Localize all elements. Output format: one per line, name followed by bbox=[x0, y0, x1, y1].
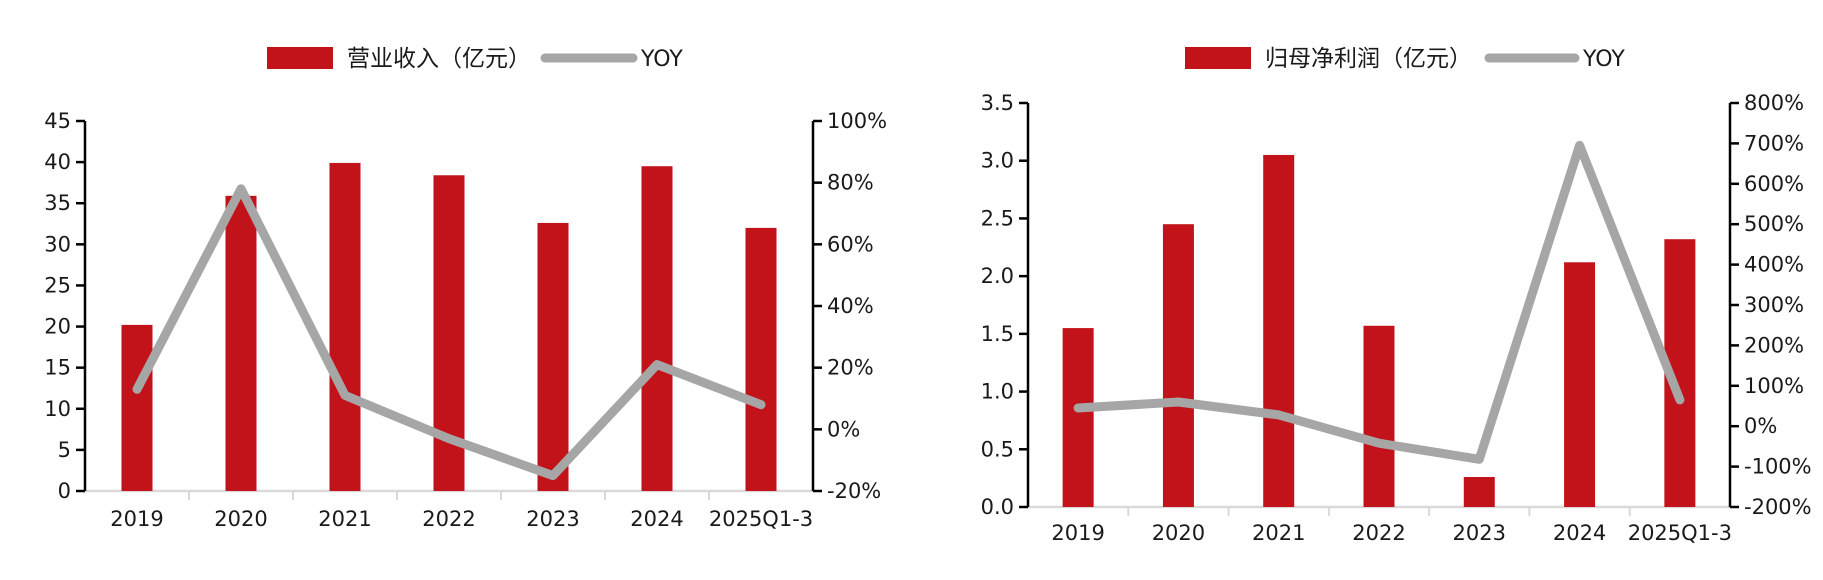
x-axis-category-label: 2023 bbox=[526, 507, 579, 531]
left-axis-tick-label: 3.5 bbox=[981, 91, 1014, 115]
left-axis-tick-label: 3.0 bbox=[981, 149, 1014, 173]
bar bbox=[1363, 325, 1395, 507]
right-axis-tick-label: 400% bbox=[1744, 253, 1804, 277]
x-axis-category-label: 2025Q1-3 bbox=[709, 507, 813, 531]
line-legend-label: YOY bbox=[640, 47, 683, 72]
x-axis-category-label: 2022 bbox=[1352, 521, 1405, 545]
right-axis-tick-label: -20% bbox=[827, 479, 881, 503]
left-axis-tick-label: 0.5 bbox=[981, 437, 1014, 461]
yoy-line bbox=[132, 184, 766, 481]
right-axis-tick-label: 20% bbox=[827, 356, 874, 380]
right-axis-tick-label: 200% bbox=[1744, 333, 1804, 357]
left-axis-tick-label: 0 bbox=[58, 479, 71, 503]
right-axis-tick-label: 40% bbox=[827, 294, 874, 318]
operating-revenue-plot: 营业收入（亿元） YOY 0 5 10 15 20 25 30 35 40 45 -20% 0% 20%… bbox=[44, 46, 887, 531]
x-axis-category-label: 2021 bbox=[318, 507, 371, 531]
left-axis-tick-label: 2.5 bbox=[981, 206, 1014, 230]
left-axis-tick-label: 0.0 bbox=[981, 495, 1014, 519]
left-axis-tick-label: 5 bbox=[58, 438, 71, 462]
x-axis-category-label: 2019 bbox=[110, 507, 163, 531]
left-axis-tick-label: 40 bbox=[44, 150, 71, 174]
x-axis-category-label: 2025Q1-3 bbox=[1628, 521, 1732, 545]
bar bbox=[329, 162, 361, 491]
yoy-line bbox=[1073, 140, 1685, 464]
bar bbox=[537, 222, 569, 491]
plot-area: 0.0 0.5 1.0 1.5 2.0 2.5 3.0 3.5 -200% -100% 0% 100%… bbox=[981, 91, 1812, 545]
left-axis-tick-label: 10 bbox=[44, 397, 71, 421]
bar bbox=[1564, 262, 1596, 507]
right-axis-tick-label: 0% bbox=[827, 417, 860, 441]
bar-legend-swatch bbox=[267, 47, 333, 69]
left-axis-tick-label: 25 bbox=[44, 273, 71, 297]
x-axis-category-label: 2019 bbox=[1051, 521, 1104, 545]
right-axis-tick-label: -100% bbox=[1744, 455, 1812, 479]
right-axis-tick-label: 700% bbox=[1744, 131, 1804, 155]
left-axis-tick-label: 20 bbox=[44, 315, 71, 339]
x-axis-category-label: 2024 bbox=[630, 507, 683, 531]
left-axis-tick-label: 35 bbox=[44, 191, 71, 215]
net-profit-plot: 归母净利润（亿元） YOY 0.0 0.5 1.0 1.5 2.0 2.5 3.0 3.5 -2… bbox=[981, 46, 1812, 545]
legend: 归母净利润（亿元） YOY bbox=[1185, 46, 1625, 72]
left-axis-tick-label: 1.0 bbox=[981, 380, 1014, 404]
right-axis-tick-label: 800% bbox=[1744, 91, 1804, 115]
net-profit-chart: 归母净利润（亿元） YOY 0.0 0.5 1.0 1.5 2.0 2.5 3.0 3.5 -2… bbox=[911, 0, 1822, 580]
bar bbox=[1162, 224, 1194, 507]
right-axis-tick-label: 80% bbox=[827, 171, 874, 195]
left-axis-tick-label: 30 bbox=[44, 232, 71, 256]
x-axis-category-label: 2020 bbox=[1152, 521, 1205, 545]
bar bbox=[121, 324, 153, 491]
left-axis-tick-label: 45 bbox=[44, 109, 71, 133]
bar-legend-swatch bbox=[1185, 47, 1251, 69]
right-axis-tick-label: 100% bbox=[827, 109, 887, 133]
right-axis-tick-label: 500% bbox=[1744, 212, 1804, 236]
bar-legend-label: 归母净利润（亿元） bbox=[1265, 46, 1472, 72]
right-axis-tick-label: 600% bbox=[1744, 172, 1804, 196]
x-axis-category-label: 2020 bbox=[214, 507, 267, 531]
left-axis-tick-label: 15 bbox=[44, 356, 71, 380]
left-axis-tick-label: 2.0 bbox=[981, 264, 1014, 288]
line-legend-label: YOY bbox=[1582, 47, 1625, 72]
left-axis-tick-label: 1.5 bbox=[981, 322, 1014, 346]
right-axis-tick-label: 100% bbox=[1744, 374, 1804, 398]
right-axis-tick-label: 0% bbox=[1744, 414, 1777, 438]
x-axis-category-label: 2023 bbox=[1453, 521, 1506, 545]
right-axis-tick-label: 60% bbox=[827, 232, 874, 256]
bar bbox=[1062, 328, 1094, 507]
bar-legend-label: 营业收入（亿元） bbox=[347, 46, 531, 72]
right-axis-tick-label: 300% bbox=[1744, 293, 1804, 317]
x-axis-category-label: 2022 bbox=[422, 507, 475, 531]
plot-area: 0 5 10 15 20 25 30 35 40 45 -20% 0% 20% 40% 60% 80% 100%… bbox=[44, 109, 887, 531]
x-axis-category-label: 2024 bbox=[1553, 521, 1606, 545]
x-axis-category-label: 2021 bbox=[1252, 521, 1305, 545]
bar bbox=[1463, 476, 1495, 507]
bar bbox=[225, 195, 257, 492]
right-axis-tick-label: -200% bbox=[1744, 495, 1812, 519]
legend: 营业收入（亿元） YOY bbox=[267, 46, 683, 72]
bar bbox=[641, 166, 673, 491]
bar bbox=[745, 227, 777, 491]
bar bbox=[1263, 154, 1295, 507]
operating-revenue-chart: 营业收入（亿元） YOY 0 5 10 15 20 25 30 35 40 45 -20% 0% 20%… bbox=[0, 0, 911, 580]
